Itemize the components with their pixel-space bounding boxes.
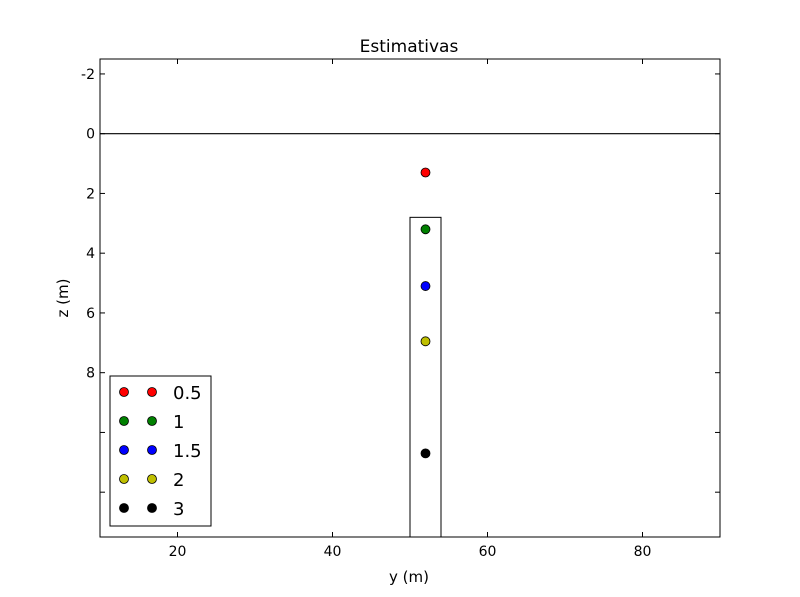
axes-frame: [99, 58, 721, 538]
x-tick-label: 20: [169, 544, 187, 560]
y-tick-label: 6: [86, 306, 95, 322]
legend-marker: [147, 416, 157, 426]
legend-label: 1: [173, 412, 184, 433]
x-tick-label: 80: [634, 544, 652, 560]
data-point-2: [420, 336, 431, 347]
data-point-1: [420, 224, 431, 235]
legend-marker: [147, 503, 157, 513]
legend-label: 3: [173, 499, 184, 520]
legend-marker: [147, 474, 157, 484]
y-tick-label: 2: [86, 186, 95, 202]
x-tick-label: 60: [479, 544, 497, 560]
chart-title: Estimativas: [360, 37, 459, 57]
legend: 0.5 1 1.5 2 3: [109, 375, 212, 527]
legend-label: 2: [173, 470, 184, 491]
legend-marker: [147, 445, 157, 455]
legend-label: 1.5: [173, 441, 202, 462]
data-point-3: [420, 448, 431, 459]
legend-marker: [119, 387, 129, 397]
y-axis-label: z (m): [54, 279, 72, 318]
x-axis-label: y (m): [389, 568, 429, 586]
y-tick-label: 8: [86, 366, 95, 382]
data-point-0-5: [420, 167, 431, 178]
data-point-1-5: [420, 281, 431, 291]
y-tick-label: 4: [86, 246, 95, 262]
legend-marker: [119, 416, 129, 426]
legend-marker: [119, 503, 129, 513]
x-tick-label: 40: [324, 544, 342, 560]
y-tick-label: -2: [81, 67, 95, 83]
plot-area: 20 40 60 80 -2 0 2 4 6 8: [81, 58, 721, 560]
legend-marker: [119, 474, 129, 484]
legend-marker: [119, 445, 129, 455]
legend-label: 0.5: [173, 383, 202, 404]
y-tick-label: 0: [86, 127, 95, 143]
legend-marker: [147, 387, 157, 397]
